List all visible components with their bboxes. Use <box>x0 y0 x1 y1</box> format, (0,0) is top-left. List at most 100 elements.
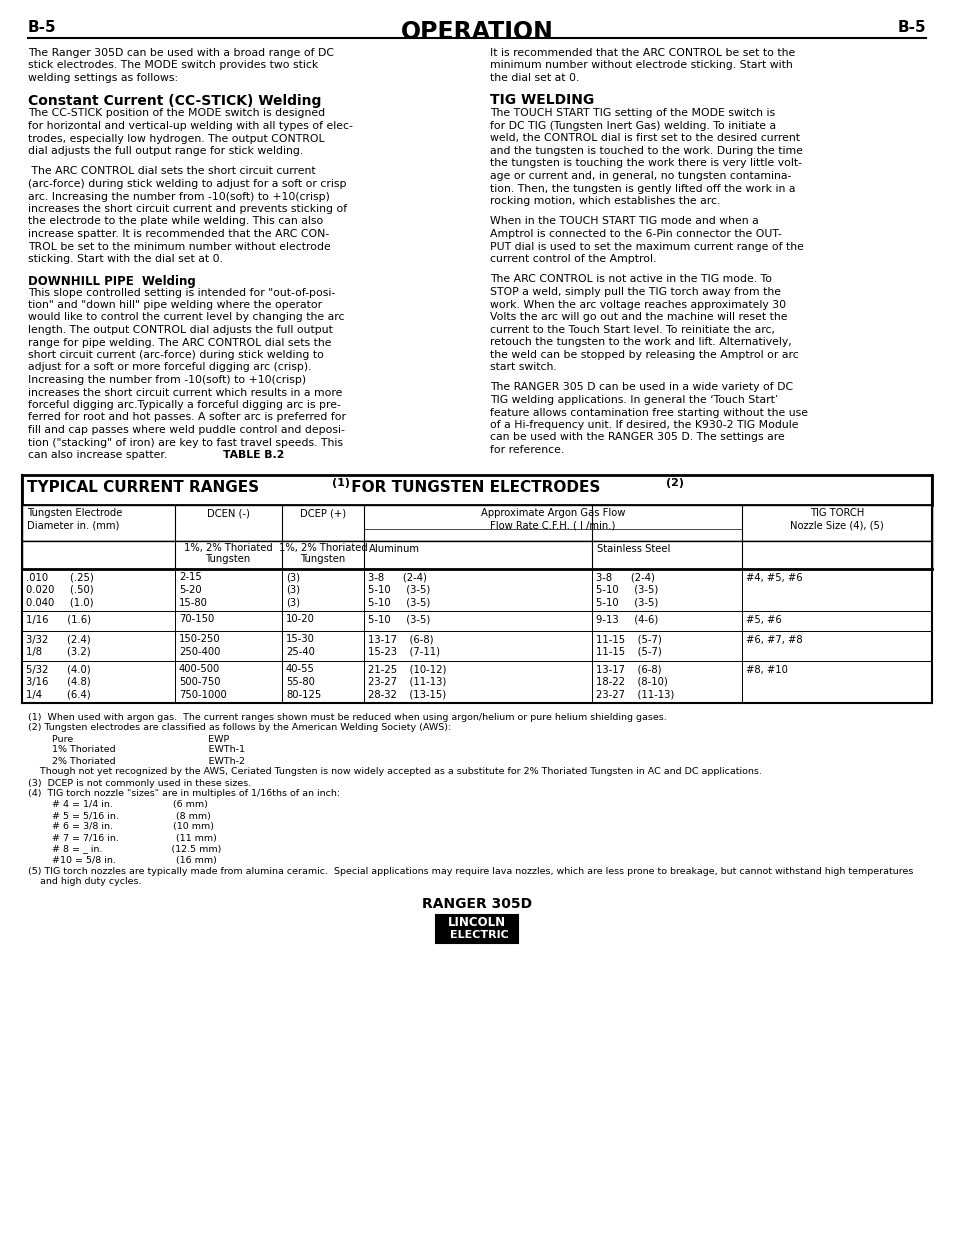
Text: (2): (2) <box>665 478 683 489</box>
Bar <box>22 474 931 505</box>
Text: TROL be set to the minimum number without electrode: TROL be set to the minimum number withou… <box>28 242 331 252</box>
Text: adjust for a soft or more forceful digging arc (crisp).: adjust for a soft or more forceful diggi… <box>28 363 312 373</box>
Text: 11-15    (5-7): 11-15 (5-7) <box>596 635 661 645</box>
Text: 1/4        (6.4): 1/4 (6.4) <box>26 689 91 699</box>
Text: # 4 = 1/4 in.                    (6 mm): # 4 = 1/4 in. (6 mm) <box>28 800 208 809</box>
Text: 13-17    (6-8): 13-17 (6-8) <box>596 664 660 674</box>
Text: welding settings as follows:: welding settings as follows: <box>28 73 178 83</box>
Text: of a Hi-frequency unit. If desired, the K930-2 TIG Module: of a Hi-frequency unit. If desired, the … <box>490 420 798 430</box>
Text: Flow Rate C.F.H. ( l /min.): Flow Rate C.F.H. ( l /min.) <box>490 520 615 531</box>
Text: Tungsten Electrode: Tungsten Electrode <box>27 509 122 519</box>
Text: TIG TORCH: TIG TORCH <box>809 509 863 519</box>
Text: (arc-force) during stick welding to adjust for a soft or crisp: (arc-force) during stick welding to adju… <box>28 179 346 189</box>
Text: FOR TUNGSTEN ELECTRODES: FOR TUNGSTEN ELECTRODES <box>346 480 599 495</box>
Text: When in the TOUCH START TIG mode and when a: When in the TOUCH START TIG mode and whe… <box>490 216 758 226</box>
Text: 9-13     (4-6): 9-13 (4-6) <box>596 615 658 625</box>
Text: weld, the CONTROL dial is first set to the desired current: weld, the CONTROL dial is first set to t… <box>490 133 800 143</box>
Text: 1%, 2% Thoriated: 1%, 2% Thoriated <box>183 543 273 553</box>
Text: TYPICAL CURRENT RANGES: TYPICAL CURRENT RANGES <box>27 480 264 495</box>
Text: (3): (3) <box>286 598 299 608</box>
Text: tion" and "down hill" pipe welding where the operator: tion" and "down hill" pipe welding where… <box>28 300 322 310</box>
Text: 3-8      (2-4): 3-8 (2-4) <box>368 573 426 583</box>
Text: The TOUCH START TIG setting of the MODE switch is: The TOUCH START TIG setting of the MODE … <box>490 109 774 119</box>
Text: forceful digging arc.Typically a forceful digging arc is pre-: forceful digging arc.Typically a forcefu… <box>28 400 340 410</box>
Text: 13-17    (6-8): 13-17 (6-8) <box>368 635 433 645</box>
Text: 28-32    (13-15): 28-32 (13-15) <box>368 689 446 699</box>
Text: Amptrol is connected to the 6-Pin connector the OUT-: Amptrol is connected to the 6-Pin connec… <box>490 228 781 240</box>
Text: 21-25    (10-12): 21-25 (10-12) <box>368 664 446 674</box>
Text: 18-22    (8-10): 18-22 (8-10) <box>596 677 667 687</box>
Text: DOWNHILL PIPE  Welding: DOWNHILL PIPE Welding <box>28 274 195 288</box>
Text: range for pipe welding. The ARC CONTROL dial sets the: range for pipe welding. The ARC CONTROL … <box>28 337 331 347</box>
Bar <box>22 505 931 541</box>
Text: 500-750: 500-750 <box>179 677 220 687</box>
Text: ELECTRIC: ELECTRIC <box>449 930 508 940</box>
Text: tion ("stacking" of iron) are key to fast travel speeds. This: tion ("stacking" of iron) are key to fas… <box>28 437 343 447</box>
Text: Volts the arc will go out and the machine will reset the: Volts the arc will go out and the machin… <box>490 312 786 322</box>
Text: 5-10     (3-5): 5-10 (3-5) <box>596 585 658 595</box>
Text: (2) Tungsten electrodes are classified as follows by the American Welding Societ: (2) Tungsten electrodes are classified a… <box>28 724 451 732</box>
Text: # 5 = 5/16 in.                   (8 mm): # 5 = 5/16 in. (8 mm) <box>28 811 211 820</box>
Text: and high duty cycles.: and high duty cycles. <box>28 878 141 887</box>
Text: Tungsten: Tungsten <box>300 555 345 564</box>
Text: DCEP (+): DCEP (+) <box>299 509 346 519</box>
Text: LINCOLN: LINCOLN <box>448 916 505 929</box>
Text: 23-27    (11-13): 23-27 (11-13) <box>368 677 446 687</box>
Text: Constant Current (CC-STICK) Welding: Constant Current (CC-STICK) Welding <box>28 94 321 107</box>
Text: 5-10     (3-5): 5-10 (3-5) <box>368 598 430 608</box>
Text: start switch.: start switch. <box>490 362 557 372</box>
Text: sticking. Start with the dial set at 0.: sticking. Start with the dial set at 0. <box>28 254 223 264</box>
Text: Nozzle Size (4), (5): Nozzle Size (4), (5) <box>789 520 882 531</box>
Text: can be used with the RANGER 305 D. The settings are: can be used with the RANGER 305 D. The s… <box>490 432 784 442</box>
Text: 0.020     (.50): 0.020 (.50) <box>26 585 93 595</box>
Text: 55-80: 55-80 <box>286 677 314 687</box>
Text: length. The output CONTROL dial adjusts the full output: length. The output CONTROL dial adjusts … <box>28 325 333 335</box>
Text: 3/16      (4.8): 3/16 (4.8) <box>26 677 91 687</box>
Text: 15-30: 15-30 <box>286 635 314 645</box>
Text: 11-15    (5-7): 11-15 (5-7) <box>596 647 661 657</box>
Text: STOP a weld, simply pull the TIG torch away from the: STOP a weld, simply pull the TIG torch a… <box>490 287 781 296</box>
Text: Approximate Argon Gas Flow: Approximate Argon Gas Flow <box>480 509 624 519</box>
Text: rocking motion, which establishes the arc.: rocking motion, which establishes the ar… <box>490 196 720 206</box>
Text: 1/16      (1.6): 1/16 (1.6) <box>26 615 91 625</box>
Bar <box>436 914 517 942</box>
Text: 10-20: 10-20 <box>286 615 314 625</box>
Text: stick electrodes. The MODE switch provides two stick: stick electrodes. The MODE switch provid… <box>28 61 318 70</box>
Text: (5) TIG torch nozzles are typically made from alumina ceramic.  Special applicat: (5) TIG torch nozzles are typically made… <box>28 867 912 876</box>
Text: #10 = 5/8 in.                    (16 mm): #10 = 5/8 in. (16 mm) <box>28 856 216 864</box>
Text: for DC TIG (Tungsten Inert Gas) welding. To initiate a: for DC TIG (Tungsten Inert Gas) welding.… <box>490 121 776 131</box>
Text: 80-125: 80-125 <box>286 689 321 699</box>
Text: increase spatter. It is recommended that the ARC CON-: increase spatter. It is recommended that… <box>28 228 329 240</box>
Text: current control of the Amptrol.: current control of the Amptrol. <box>490 254 656 264</box>
Text: Tungsten: Tungsten <box>205 555 251 564</box>
Text: arc. Increasing the number from -10(soft) to +10(crisp): arc. Increasing the number from -10(soft… <box>28 191 330 201</box>
Text: the weld can be stopped by releasing the Amptrol or arc: the weld can be stopped by releasing the… <box>490 350 798 359</box>
Text: tion. Then, the tungsten is gently lifted off the work in a: tion. Then, the tungsten is gently lifte… <box>490 184 795 194</box>
Text: the electrode to the plate while welding. This can also: the electrode to the plate while welding… <box>28 216 323 226</box>
Text: RANGER 305D: RANGER 305D <box>421 897 532 910</box>
Text: 400-500: 400-500 <box>179 664 220 674</box>
Text: DCEN (-): DCEN (-) <box>207 509 249 519</box>
Text: dial adjusts the full output range for stick welding.: dial adjusts the full output range for s… <box>28 146 303 156</box>
Text: PUT dial is used to set the maximum current range of the: PUT dial is used to set the maximum curr… <box>490 242 803 252</box>
Text: .010       (.25): .010 (.25) <box>26 573 93 583</box>
Text: 5/32      (4.0): 5/32 (4.0) <box>26 664 91 674</box>
Text: increases the short circuit current and prevents sticking of: increases the short circuit current and … <box>28 204 347 214</box>
Text: 1% Thoriated                               EWTh-1: 1% Thoriated EWTh-1 <box>28 746 245 755</box>
Text: for reference.: for reference. <box>490 445 563 454</box>
Text: 40-55: 40-55 <box>286 664 314 674</box>
Text: TABLE B.2: TABLE B.2 <box>223 450 284 459</box>
Text: 15-80: 15-80 <box>179 598 208 608</box>
Text: the dial set at 0.: the dial set at 0. <box>490 73 578 83</box>
Text: (1): (1) <box>332 478 350 489</box>
Text: work. When the arc voltage reaches approximately 30: work. When the arc voltage reaches appro… <box>490 300 785 310</box>
Text: The ARC CONTROL dial sets the short circuit current: The ARC CONTROL dial sets the short circ… <box>28 167 315 177</box>
Text: The ARC CONTROL is not active in the TIG mode. To: The ARC CONTROL is not active in the TIG… <box>490 274 771 284</box>
Text: 3/32      (2.4): 3/32 (2.4) <box>26 635 91 645</box>
Text: 5-10     (3-5): 5-10 (3-5) <box>368 585 430 595</box>
Text: would like to control the current level by changing the arc: would like to control the current level … <box>28 312 344 322</box>
Text: 750-1000: 750-1000 <box>179 689 227 699</box>
Text: (4)  TIG torch nozzle "sizes" are in multiples of 1/16ths of an inch:: (4) TIG torch nozzle "sizes" are in mult… <box>28 789 340 799</box>
Text: 15-23    (7-11): 15-23 (7-11) <box>368 647 439 657</box>
Text: #5, #6: #5, #6 <box>745 615 781 625</box>
